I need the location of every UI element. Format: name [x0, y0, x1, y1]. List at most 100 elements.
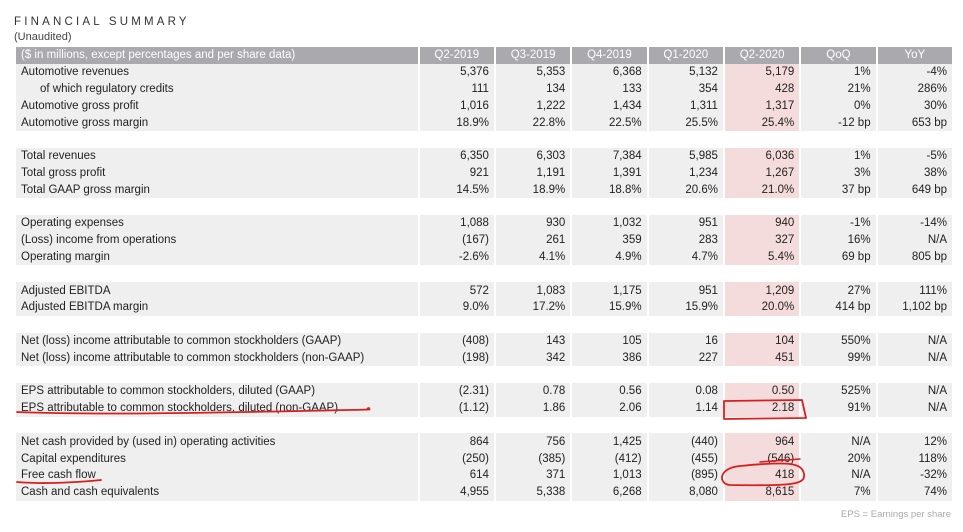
table-cell: N/A [801, 433, 876, 451]
table-cell: 6,268 [572, 483, 647, 501]
table-cell: 371 [495, 466, 571, 484]
table-cell: 951 [648, 214, 723, 232]
table-row: Capital expenditures (250) (385) (412) (455)… [16, 450, 952, 467]
table-cell: 5,353 [495, 63, 571, 81]
table-cell: 921 [419, 164, 494, 182]
table-row: Cash and cash equivalents 4,955 5,338 6,268… [16, 483, 952, 501]
table-cell: 1,032 [572, 214, 647, 232]
table-cell: 8,615 [724, 483, 800, 501]
table-cell: 0.56 [572, 382, 647, 400]
table-cell: 2.06 [572, 399, 647, 417]
table-cell: 8,080 [648, 483, 723, 501]
table-cell: 428 [724, 80, 800, 98]
table-cell: 18.9% [419, 114, 494, 131]
table-row: of which regulatory credits 111 134 133 354 4… [16, 80, 952, 98]
table-cell: 14.5% [419, 181, 494, 199]
row-label: Net cash provided by (used in) operating… [16, 433, 418, 451]
row-label: Total gross profit [16, 164, 418, 182]
table-cell: 6,350 [419, 147, 494, 165]
table-cell: 2.18 [724, 399, 800, 417]
table-cell: (440) [648, 433, 723, 451]
table-cell: 451 [724, 349, 800, 367]
table-cell: 21.0% [724, 181, 800, 199]
table-cell: 5,338 [495, 483, 571, 501]
table-cell: 354 [648, 80, 723, 98]
table-cell: 653 bp [877, 114, 952, 131]
table-cell: 21% [801, 80, 876, 98]
table-cell: 1,016 [419, 97, 494, 115]
table-cell: 1.14 [648, 399, 723, 417]
table-cell: 614 [419, 466, 494, 484]
table-cell: 27% [801, 282, 876, 299]
table-row: Net (loss) income attributable to common… [16, 332, 952, 350]
table-cell: 964 [724, 433, 800, 451]
table-cell: 1,391 [572, 164, 647, 182]
table-cell: (2.31) [419, 382, 494, 400]
table-cell: 805 bp [877, 248, 952, 266]
table-cell: 104 [724, 332, 800, 350]
table-cell: 1,013 [572, 466, 647, 484]
table-cell: 5,985 [648, 147, 723, 165]
table-cell: 4.9% [572, 248, 647, 266]
table-cell: 525% [801, 382, 876, 400]
table-cell: 9.0% [419, 298, 494, 316]
column-header: Q2-2019 [419, 47, 494, 64]
table-row: Total revenues 6,350 6,303 7,384 5,985 6,036 1… [16, 147, 952, 165]
table-cell: 0.08 [648, 382, 723, 400]
table-cell: 756 [495, 433, 571, 451]
table-cell: 940 [724, 214, 800, 232]
table-cell: 227 [648, 349, 723, 367]
table-cell: 15.9% [648, 298, 723, 316]
table-cell: 1,083 [495, 282, 571, 299]
table-cell: -5% [877, 147, 952, 165]
row-label: Automotive gross profit [16, 97, 418, 115]
table-cell: 649 bp [877, 181, 952, 199]
table-row: Total GAAP gross margin 14.5% 18.9% 18.8% 20… [16, 181, 952, 199]
table-cell: 0.78 [495, 382, 571, 400]
column-header: Q2-2020 [724, 47, 800, 64]
row-label: (Loss) income from operations [16, 231, 418, 249]
table-cell: (1.12) [419, 399, 494, 417]
page-subtitle: (Unaudited) [14, 31, 72, 43]
table-row: Free cash flow 614 371 1,013 (895) 418 N/A -32% [16, 466, 952, 484]
table-row: Net (loss) income attributable to common… [16, 349, 952, 367]
table-cell: 69 bp [801, 248, 876, 266]
table-cell: 12% [877, 433, 952, 451]
row-label: Adjusted EBITDA [16, 282, 418, 299]
table-cell: -4% [877, 63, 952, 81]
page-title: FINANCIAL SUMMARY [14, 16, 190, 28]
table-cell: N/A [877, 349, 952, 367]
table-cell: N/A [877, 382, 952, 400]
table-cell: 74% [877, 483, 952, 501]
column-header: Q3-2019 [495, 47, 571, 64]
table-cell: (408) [419, 332, 494, 350]
table-cell: 864 [419, 433, 494, 451]
table-cell: 99% [801, 349, 876, 367]
table-cell: 359 [572, 231, 647, 249]
table-cell: -12 bp [801, 114, 876, 131]
table-cell: 1,088 [419, 214, 494, 232]
table-cell: 1,311 [648, 97, 723, 115]
table-cell: 38% [877, 164, 952, 182]
table-cell: 951 [648, 282, 723, 299]
table-cell: 550% [801, 332, 876, 350]
column-header: Q1-2020 [648, 47, 723, 64]
table-cell: 22.8% [495, 114, 571, 131]
table-header-row: ($ in millions, except percentages and p… [16, 47, 952, 64]
row-label: Net (loss) income attributable to common… [16, 332, 418, 350]
table-cell: 3% [801, 164, 876, 182]
table-cell: (895) [648, 466, 723, 484]
table-cell: (167) [419, 231, 494, 249]
table-cell: -14% [877, 214, 952, 232]
table-cell: 7% [801, 483, 876, 501]
table-cell: 342 [495, 349, 571, 367]
table-cell: (385) [495, 450, 571, 467]
table-cell: 20% [801, 450, 876, 467]
column-header: Q4-2019 [572, 47, 647, 64]
row-label: Total GAAP gross margin [16, 181, 418, 199]
table-cell: 286% [877, 80, 952, 98]
row-label: Automotive revenues [16, 63, 418, 81]
column-header: QoQ [801, 47, 876, 64]
table-cell: 37 bp [801, 181, 876, 199]
row-label: of which regulatory credits [16, 80, 418, 98]
